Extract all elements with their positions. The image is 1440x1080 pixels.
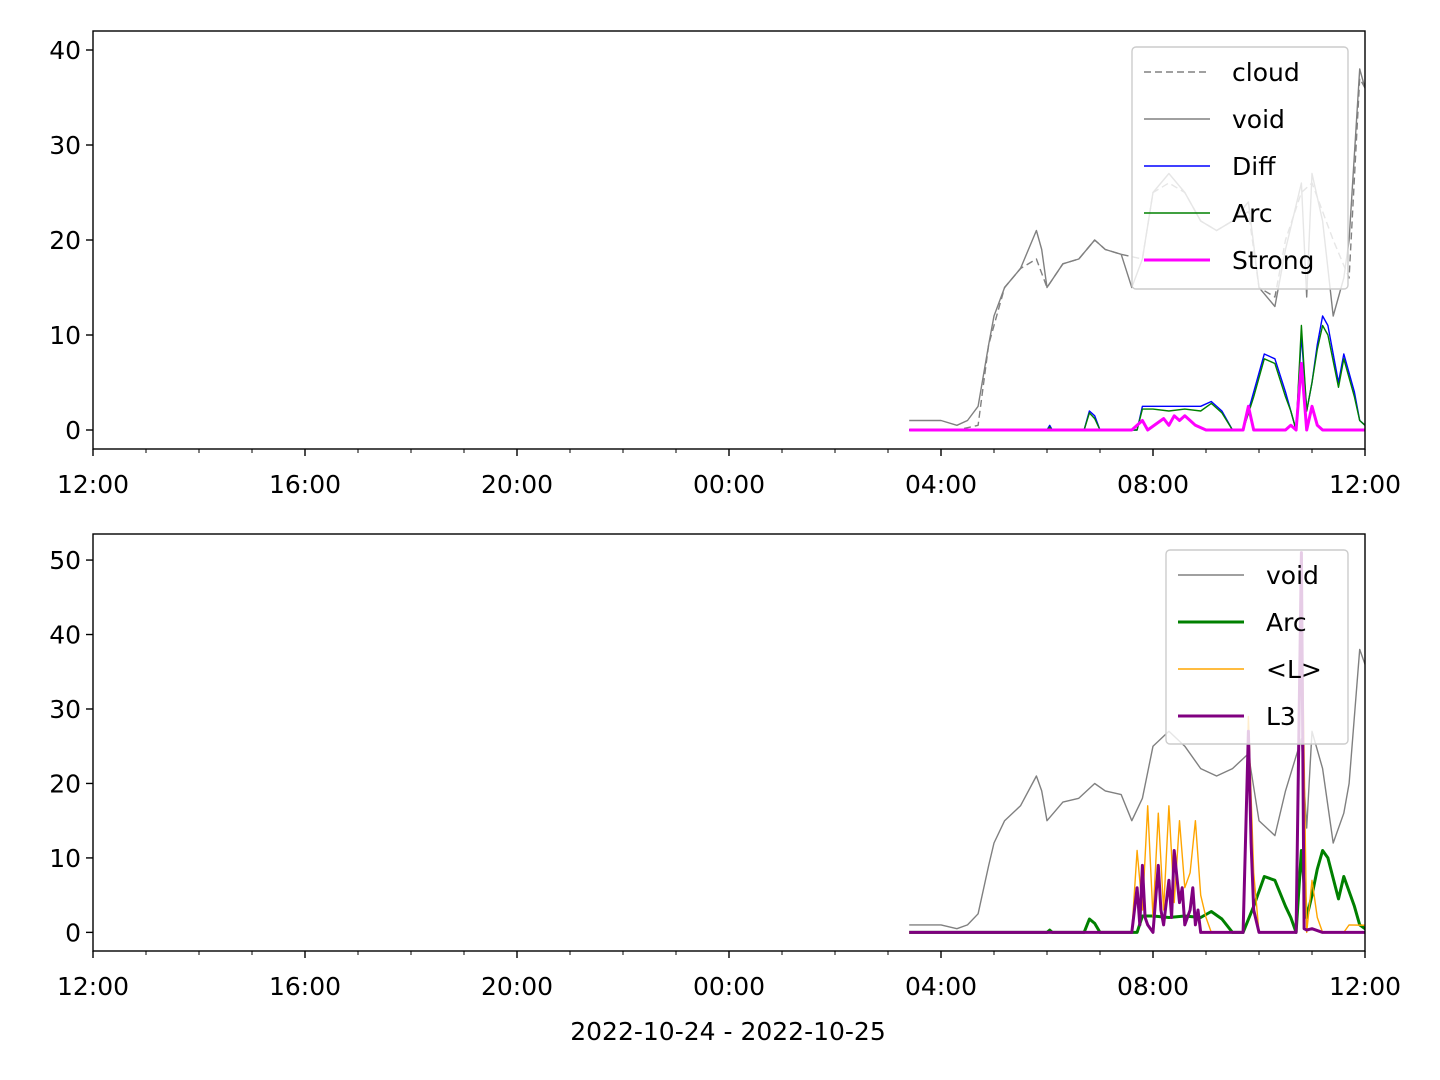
y-tick-label: 40 [49, 621, 81, 650]
y-tick-label: 10 [49, 844, 81, 873]
plot-area [909, 68, 1365, 432]
x-tick-label: 08:00 [1117, 470, 1189, 499]
legend-label-void: void [1232, 105, 1285, 134]
legend: cloud void Diff Arc Strong [1131, 46, 1349, 290]
x-tick-label: 12:00 [1329, 470, 1401, 499]
y-tick-label: 10 [49, 321, 81, 350]
x-tick-label: 00:00 [693, 972, 765, 1001]
series-line-arc [909, 849, 1365, 934]
top-chart-panel: 0 10 20 30 40 12:00 16:00 20:00 00:00 04:00 08:00 1… [49, 30, 1401, 499]
x-tick-label: 16:00 [269, 972, 341, 1001]
series-line-diff [909, 315, 1365, 431]
series-line-void [909, 68, 1365, 426]
y-tick-label: 0 [65, 918, 81, 947]
x-tick-label: 12:00 [57, 972, 129, 1001]
y-tick-label: 30 [49, 695, 81, 724]
x-tick-label: 20:00 [481, 470, 553, 499]
series-line-l [909, 574, 1365, 934]
x-tick-label: 08:00 [1117, 972, 1189, 1001]
legend-box [1131, 46, 1349, 290]
x-tick-label: 04:00 [905, 972, 977, 1001]
legend: void Arc <L> L3 [1165, 549, 1349, 745]
legend-label-void: void [1266, 561, 1319, 590]
y-tick-label: 40 [49, 36, 81, 65]
y-tick-label: 20 [49, 769, 81, 798]
x-tick-label: 16:00 [269, 470, 341, 499]
plot-area [909, 551, 1365, 934]
series-line-void [909, 648, 1365, 930]
legend-label-diff: Diff [1232, 152, 1276, 181]
series-line-l3 [909, 551, 1365, 934]
y-tick-label: 0 [65, 416, 81, 445]
y-tick-label: 50 [49, 546, 81, 575]
x-tick-label: 04:00 [905, 470, 977, 499]
legend-label-strong: Strong [1232, 246, 1314, 275]
x-axis-label: 2022-10-24 - 2022-10-25 [570, 1017, 886, 1046]
legend-label-l: <L> [1266, 655, 1322, 684]
x-tick-label: 12:00 [57, 470, 129, 499]
bottom-chart-panel: 0 10 20 30 40 50 12:00 16:00 20:00 00:00 04:00 08:0… [49, 533, 1401, 1001]
y-tick-label: 20 [49, 226, 81, 255]
x-tick-label: 12:00 [1329, 972, 1401, 1001]
legend-box [1165, 549, 1349, 745]
legend-label-arc: Arc [1266, 608, 1307, 637]
legend-label-arc: Arc [1232, 199, 1273, 228]
x-tick-label: 20:00 [481, 972, 553, 1001]
legend-label-l3: L3 [1266, 702, 1296, 731]
series-line-arc [909, 324, 1365, 431]
legend-label-cloud: cloud [1232, 58, 1300, 87]
x-tick-label: 00:00 [693, 470, 765, 499]
series-line-strong [909, 362, 1365, 432]
y-tick-label: 30 [49, 131, 81, 160]
